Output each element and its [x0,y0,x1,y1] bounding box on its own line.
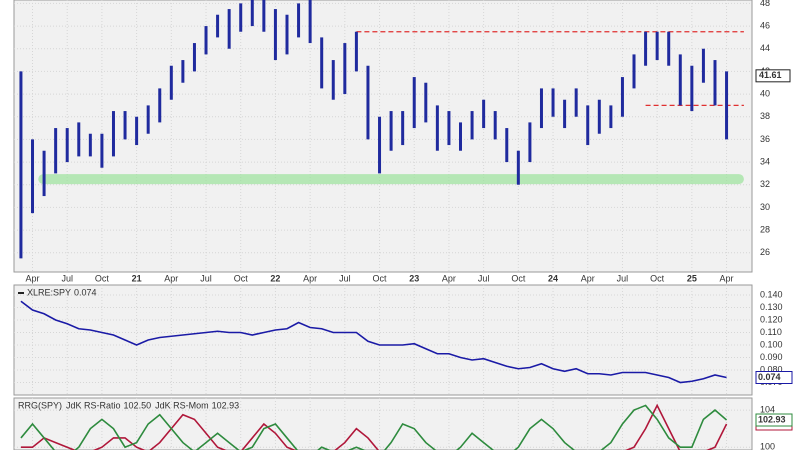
y-tick-label: 26 [760,247,770,257]
last-value-box [755,69,791,83]
y-tick-label: 0.140 [760,289,783,299]
legend-name: JdK RS-Ratio [66,400,121,410]
y-tick-label: 48 [760,0,770,8]
plot-area [19,0,744,259]
x-tick-label: Oct [650,273,665,283]
y-tick-label: 38 [760,111,770,121]
y-tick-label: 104 [760,404,775,414]
y-tick-label: 36 [760,134,770,144]
x-tick-label: 25 [687,273,697,283]
last-value-box [755,371,793,384]
x-tick-label: Oct [511,273,526,283]
y-tick-label: 100 [760,442,775,450]
x-tick-label: Apr [164,273,178,283]
x-tick-label: Apr [26,273,40,283]
last-value-box [755,413,793,427]
x-tick-label: 22 [270,273,280,283]
y-tick-label: 0.100 [760,339,783,349]
y-tick-label: 46 [760,20,770,30]
y-tick-label: 0.080 [760,364,783,374]
x-tick-label: Apr [581,273,595,283]
x-tick-label: Oct [234,273,249,283]
y-tick-label: 0.130 [760,302,783,312]
x-tick-label: Jul [61,273,73,283]
y-tick-label: 28 [760,224,770,234]
plot-area [20,300,727,384]
x-tick-label: 24 [548,273,558,283]
legend-value: 0.074 [74,287,97,297]
x-tick-label: Apr [303,273,317,283]
y-tick-label: 0.120 [760,314,783,324]
x-tick-label: Apr [442,273,456,283]
plot-area [20,403,728,450]
legend-name: JdK RS-Mom [155,400,209,410]
y-tick-label: 44 [760,43,770,53]
x-tick-label: Oct [95,273,110,283]
legend-value: 102.93 [212,400,240,410]
last-value-label: 102.93 [758,414,786,424]
last-value-label: 0.074 [758,372,781,382]
x-tick-label: Jul [478,273,490,283]
x-tick-label: Oct [373,273,388,283]
last-value-label: 41.61 [759,70,782,80]
panel-title: RRG(SPY) [18,400,62,410]
x-tick-label: Jul [200,273,212,283]
y-tick-label: 0.110 [760,327,782,337]
legend-name: XLRE:SPY [27,287,71,297]
x-tick-label: Jul [339,273,351,283]
x-tick-label: 23 [409,273,419,283]
x-tick-label: Apr [720,273,734,283]
y-tick-label: 0.090 [760,352,783,362]
series-line [20,300,727,384]
x-tick-label: Jul [617,273,629,283]
series-line [20,403,728,450]
series-line [20,404,728,450]
y-tick-label: 34 [760,156,770,166]
y-tick-label: 32 [760,179,770,189]
x-tick-label: 21 [132,273,142,283]
y-tick-label: 30 [760,202,770,212]
legend-value: 102.50 [124,400,152,410]
support-band [38,174,744,185]
y-tick-label: 40 [760,88,770,98]
